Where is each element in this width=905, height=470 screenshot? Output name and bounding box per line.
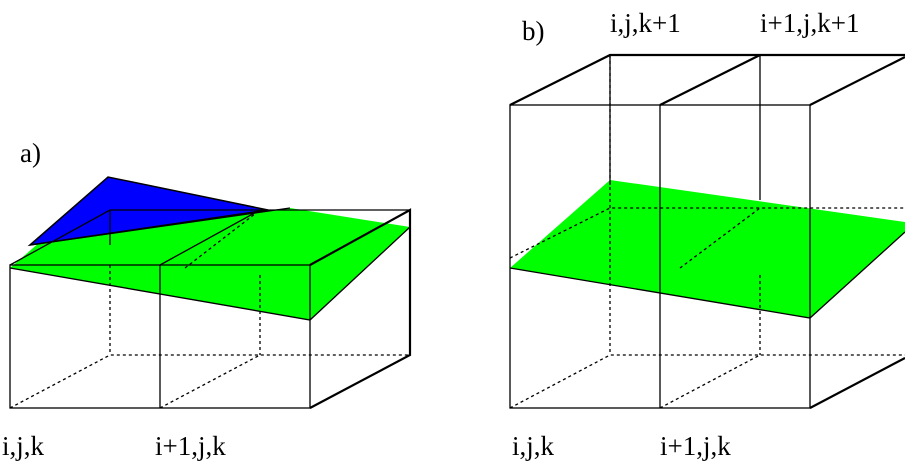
cell-label: i+1,j,k (155, 431, 226, 461)
cell-label: i,j,k+1 (610, 8, 681, 38)
edge (810, 57, 905, 105)
panel-label: a) (20, 138, 41, 168)
panel-label: b) (522, 16, 545, 46)
cell-label: i,j,k (2, 431, 45, 461)
cell-label: i,j,k (512, 431, 555, 461)
edge (810, 358, 905, 408)
cell-label: i+1,j,k (660, 431, 731, 461)
panel-a: a) i,j,k i+1,j,k (2, 138, 410, 461)
edge (660, 55, 760, 105)
diagram: a) i,j,k i+1,j,k b) i,j,k+1 i+1,j,k+1 i,… (0, 0, 905, 470)
cell-label: i+1,j,k+1 (760, 8, 859, 38)
hidden-edge (660, 355, 760, 408)
hidden-edge (160, 355, 260, 408)
green-plane (510, 180, 905, 318)
hidden-edge (510, 355, 905, 408)
edge (510, 55, 905, 105)
panel-b: b) i,j,k+1 i+1,j,k+1 i,j,k i+1,j,k (510, 8, 905, 461)
